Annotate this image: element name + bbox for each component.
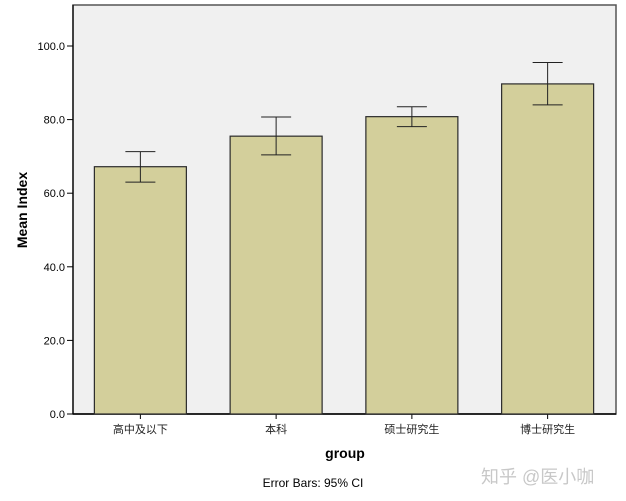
y-tick-label: 60.0 [44, 188, 65, 200]
bar [501, 83, 595, 415]
bar-group [501, 62, 595, 415]
y-axis-title: Mean Index [14, 172, 30, 248]
y-tick-label: 100.0 [37, 41, 65, 53]
x-axis-title: group [325, 445, 365, 461]
bars [93, 62, 595, 415]
x-axis: 高中及以下 本科 硕士研究生 博士研究生 [73, 413, 616, 436]
bar [229, 135, 323, 415]
watermark: 知乎 @医小咖 [481, 467, 594, 487]
y-tick-label: 20.0 [44, 335, 65, 347]
y-axis: 0.0 20.0 40.0 60.0 80.0 100.0 [37, 5, 74, 421]
y-tick-label: 0.0 [50, 409, 65, 421]
y-tick-label: 80.0 [44, 115, 65, 127]
bar [365, 116, 459, 415]
bar-group [93, 151, 187, 415]
bar-group [229, 116, 323, 415]
y-tick-label: 40.0 [44, 262, 65, 274]
bar [93, 166, 187, 415]
x-tick-label: 博士研究生 [520, 422, 575, 436]
error-bars-footnote: Error Bars: 95% CI [263, 476, 364, 490]
bar-group [365, 106, 459, 415]
x-tick-label: 硕士研究生 [384, 422, 439, 436]
x-tick-label: 高中及以下 [113, 422, 168, 436]
x-tick-label: 本科 [265, 422, 287, 436]
